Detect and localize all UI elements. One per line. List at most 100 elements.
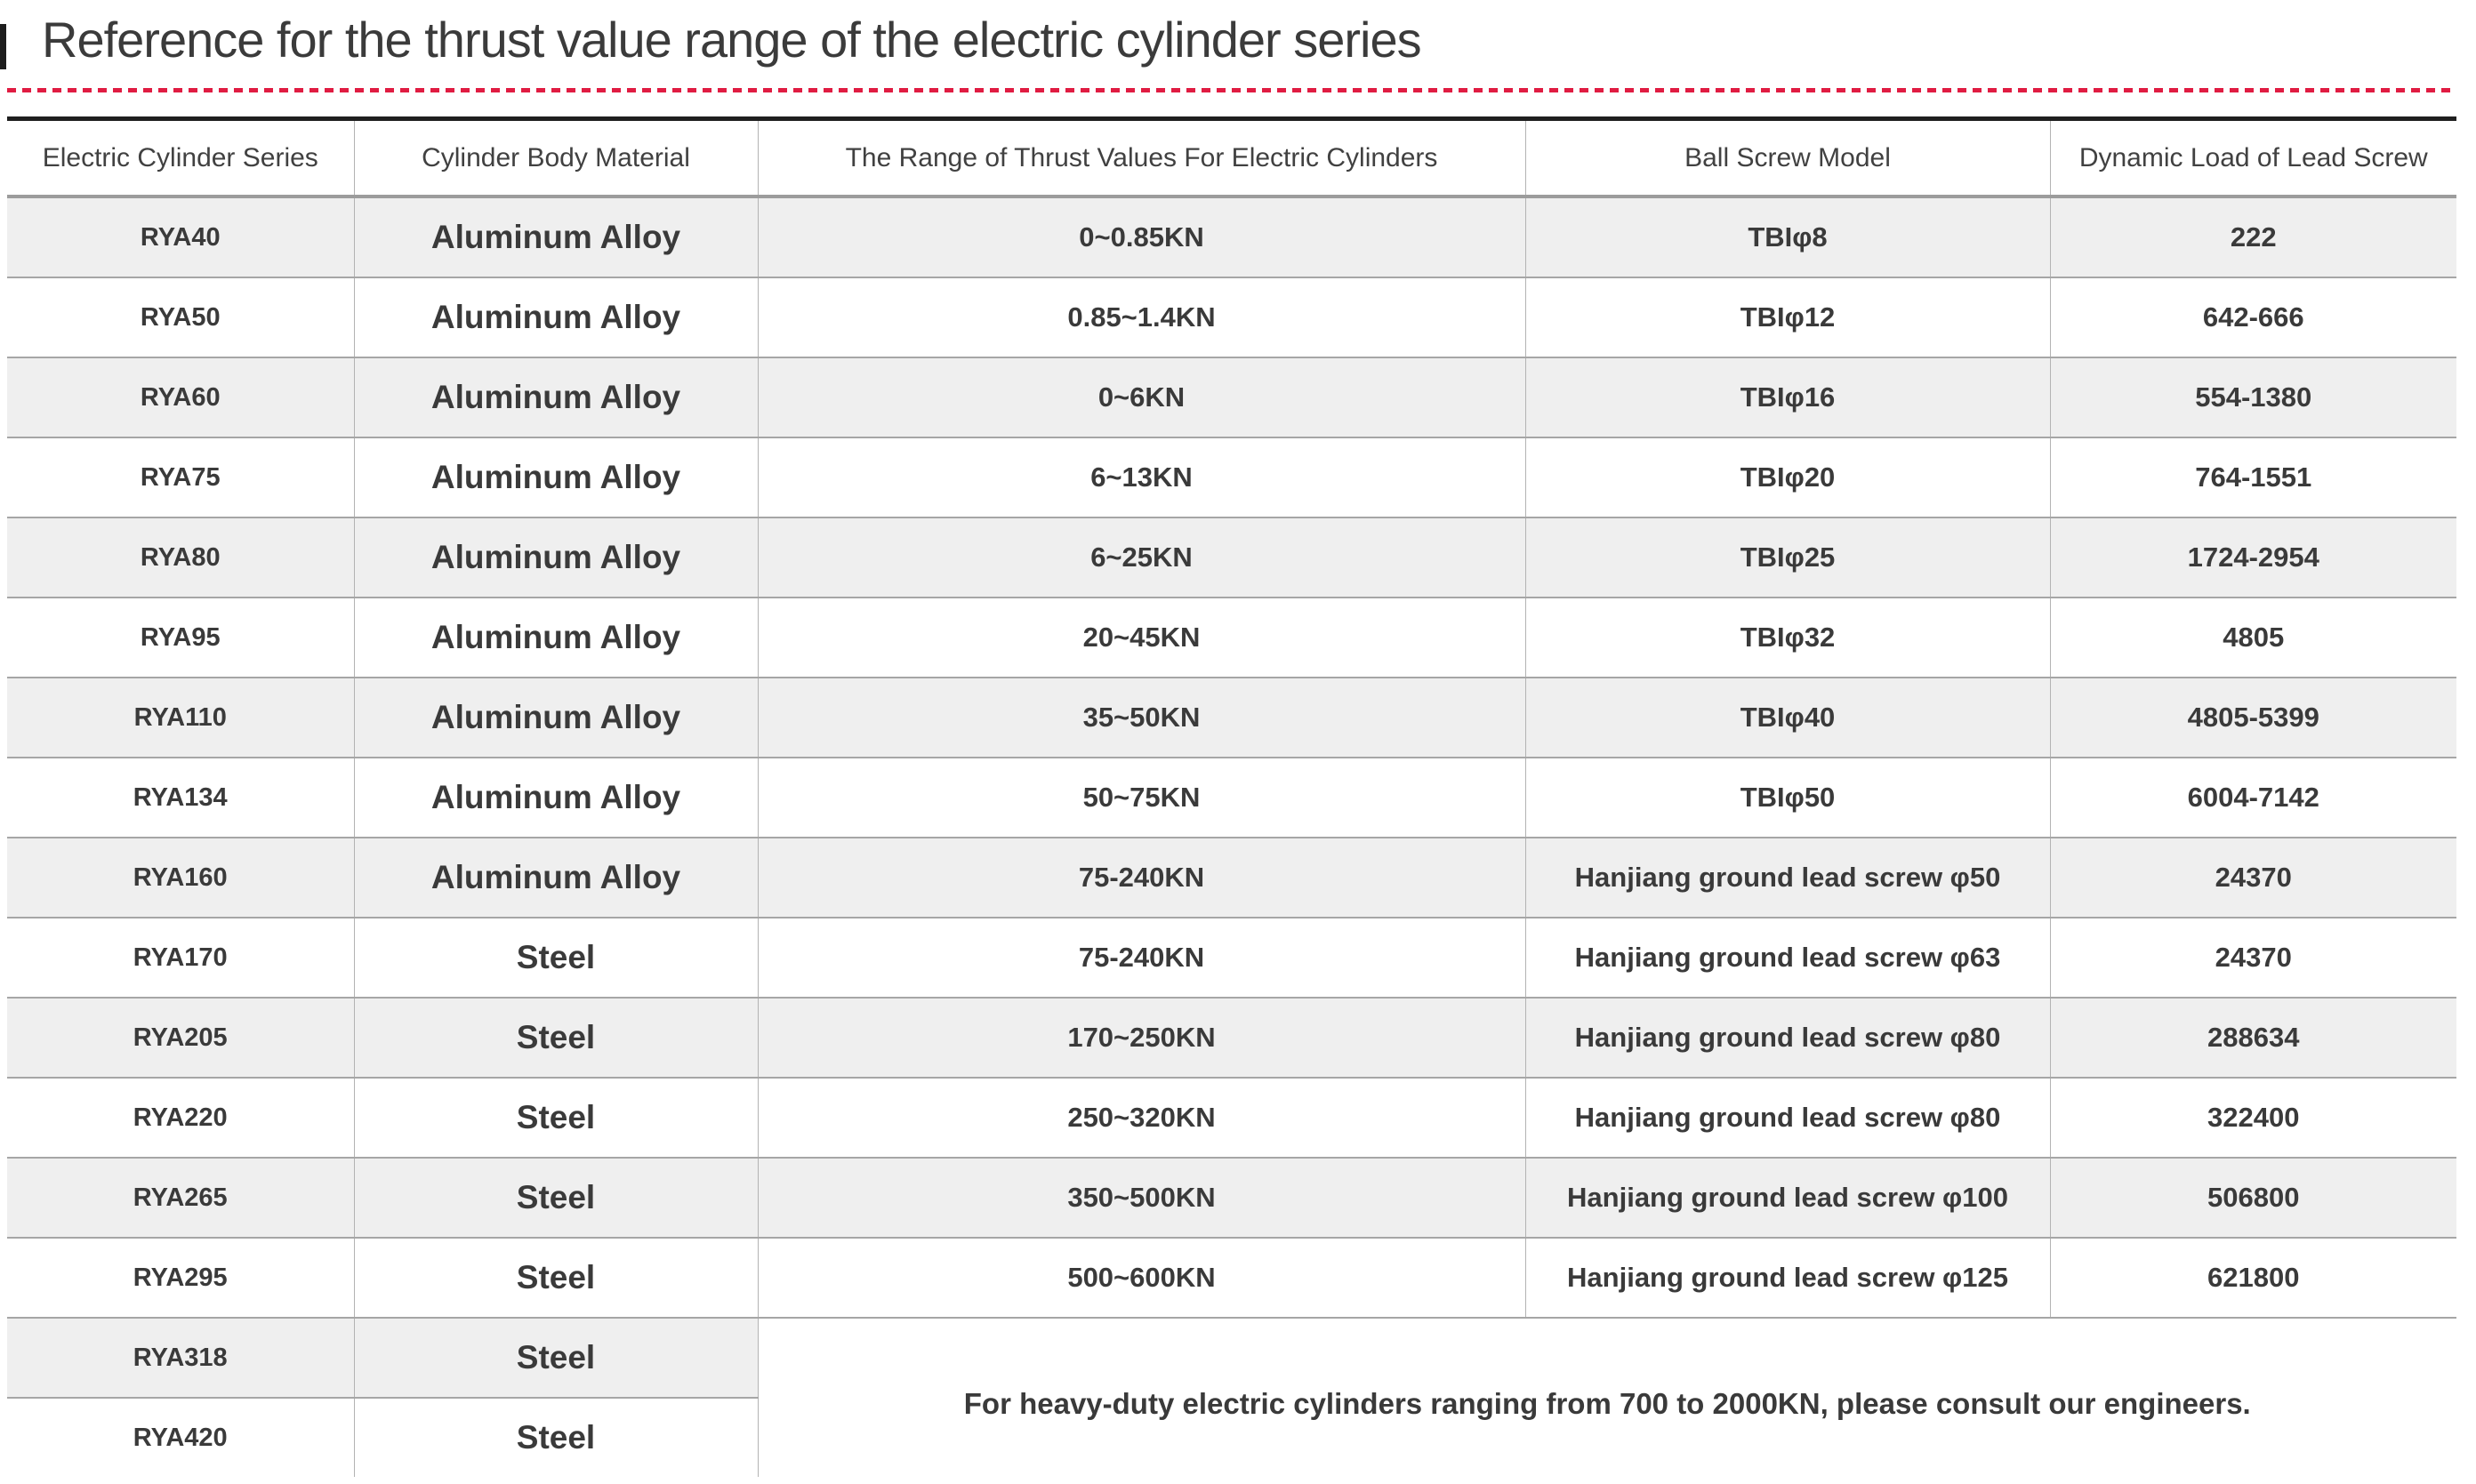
cell-material: Aluminum Alloy	[353, 838, 758, 918]
cell-thrust: 250~320KN	[757, 1078, 1525, 1159]
table-row: RYA205 Steel 170~250KN Hanjiang ground l…	[7, 998, 2456, 1079]
table-row: RYA110 Aluminum Alloy 35~50KN TBIφ40 480…	[7, 678, 2456, 758]
cell-material: Steel	[353, 1078, 758, 1159]
cell-material: Aluminum Alloy	[353, 758, 758, 838]
cell-screw: TBIφ16	[1524, 357, 2050, 438]
cell-material: Steel	[353, 1158, 758, 1239]
cell-thrust: 500~600KN	[757, 1238, 1525, 1319]
cell-series: RYA295	[7, 1238, 354, 1319]
cell-thrust: 6~13KN	[757, 437, 1525, 518]
cell-load: 506800	[2049, 1158, 2456, 1239]
cell-material: Steel	[353, 998, 758, 1079]
cell-load: 554-1380	[2049, 357, 2456, 438]
thrust-reference-table: Electric Cylinder Series Cylinder Body M…	[7, 116, 2456, 1477]
cell-screw: Hanjiang ground lead screw φ100	[1524, 1158, 2050, 1239]
cell-material: Steel	[353, 1398, 758, 1477]
cell-series: RYA110	[7, 678, 354, 758]
heavy-duty-note: For heavy-duty electric cylinders rangin…	[757, 1318, 2456, 1477]
cell-screw: TBIφ12	[1524, 277, 2050, 358]
col-header-material: Cylinder Body Material	[353, 118, 758, 198]
cell-load: 288634	[2049, 998, 2456, 1079]
cell-thrust: 20~45KN	[757, 598, 1525, 678]
cell-screw: TBIφ25	[1524, 517, 2050, 598]
table-row: RYA134 Aluminum Alloy 50~75KN TBIφ50 600…	[7, 758, 2456, 838]
cell-screw: Hanjiang ground lead screw φ125	[1524, 1238, 2050, 1319]
table-row: RYA40 Aluminum Alloy 0~0.85KN TBIφ8 222	[7, 197, 2456, 278]
cell-screw: TBIφ32	[1524, 598, 2050, 678]
cell-thrust: 35~50KN	[757, 678, 1525, 758]
col-header-thrust: The Range of Thrust Values For Electric …	[757, 118, 1525, 198]
cell-thrust: 170~250KN	[757, 998, 1525, 1079]
cell-thrust: 350~500KN	[757, 1158, 1525, 1239]
cell-material: Aluminum Alloy	[353, 357, 758, 438]
cell-thrust: 0~0.85KN	[757, 197, 1525, 278]
table-row: RYA75 Aluminum Alloy 6~13KN TBIφ20 764-1…	[7, 437, 2456, 518]
table-row: RYA170 Steel 75-240KN Hanjiang ground le…	[7, 918, 2456, 999]
red-dashed-divider	[7, 88, 2456, 92]
cell-series: RYA60	[7, 357, 354, 438]
table-row: RYA95 Aluminum Alloy 20~45KN TBIφ32 4805	[7, 598, 2456, 678]
cell-series: RYA420	[7, 1398, 354, 1477]
cell-material: Steel	[353, 1318, 758, 1399]
cell-screw: Hanjiang ground lead screw φ63	[1524, 918, 2050, 999]
cell-screw: TBIφ50	[1524, 758, 2050, 838]
cell-load: 322400	[2049, 1078, 2456, 1159]
cell-load: 222	[2049, 197, 2456, 278]
cell-series: RYA95	[7, 598, 354, 678]
col-header-screw: Ball Screw Model	[1524, 118, 2050, 198]
table-row: RYA318 Steel For heavy-duty electric cyl…	[7, 1318, 2456, 1477]
cell-screw: Hanjiang ground lead screw φ80	[1524, 1078, 2050, 1159]
cell-series: RYA318	[7, 1318, 354, 1399]
cell-material: Aluminum Alloy	[353, 437, 758, 518]
cell-material: Aluminum Alloy	[353, 678, 758, 758]
table-row: RYA60 Aluminum Alloy 0~6KN TBIφ16 554-13…	[7, 357, 2456, 438]
cell-screw: TBIφ20	[1524, 437, 2050, 518]
cell-material: Aluminum Alloy	[353, 517, 758, 598]
cell-series: RYA50	[7, 277, 354, 358]
cell-load: 1724-2954	[2049, 517, 2456, 598]
table-row: RYA220 Steel 250~320KN Hanjiang ground l…	[7, 1078, 2456, 1159]
cell-material: Steel	[353, 1238, 758, 1319]
col-header-load: Dynamic Load of Lead Screw	[2049, 118, 2456, 198]
table-row: RYA295 Steel 500~600KN Hanjiang ground l…	[7, 1238, 2456, 1319]
cell-load: 4805	[2049, 598, 2456, 678]
cell-thrust: 75-240KN	[757, 838, 1525, 918]
table-row: RYA265 Steel 350~500KN Hanjiang ground l…	[7, 1158, 2456, 1239]
cell-thrust: 0.85~1.4KN	[757, 277, 1525, 358]
page-title: Reference for the thrust value range of …	[42, 12, 1422, 68]
cell-series: RYA75	[7, 437, 354, 518]
cell-series: RYA80	[7, 517, 354, 598]
cell-screw: Hanjiang ground lead screw φ80	[1524, 998, 2050, 1079]
cell-thrust: 6~25KN	[757, 517, 1525, 598]
cell-material: Steel	[353, 918, 758, 999]
cell-load: 764-1551	[2049, 437, 2456, 518]
cell-series: RYA160	[7, 838, 354, 918]
cell-material: Aluminum Alloy	[353, 598, 758, 678]
cell-series: RYA265	[7, 1158, 354, 1239]
cell-thrust: 0~6KN	[757, 357, 1525, 438]
cell-material: Aluminum Alloy	[353, 197, 758, 278]
cell-series: RYA220	[7, 1078, 354, 1159]
left-edge-mark	[0, 24, 6, 69]
cell-series: RYA40	[7, 197, 354, 278]
cell-screw: TBIφ40	[1524, 678, 2050, 758]
cell-series: RYA170	[7, 918, 354, 999]
table-row: RYA420 Steel	[7, 1398, 2456, 1477]
header-row: Electric Cylinder Series Cylinder Body M…	[7, 118, 2456, 198]
cell-screw: Hanjiang ground lead screw φ50	[1524, 838, 2050, 918]
cell-thrust: 75-240KN	[757, 918, 1525, 999]
cell-load: 24370	[2049, 838, 2456, 918]
cell-load: 4805-5399	[2049, 678, 2456, 758]
cell-material: Aluminum Alloy	[353, 277, 758, 358]
cell-load: 6004-7142	[2049, 758, 2456, 838]
table-row: RYA80 Aluminum Alloy 6~25KN TBIφ25 1724-…	[7, 517, 2456, 598]
cell-series: RYA134	[7, 758, 354, 838]
cell-screw: TBIφ8	[1524, 197, 2050, 278]
cell-load: 642-666	[2049, 277, 2456, 358]
cell-load: 24370	[2049, 918, 2456, 999]
table-row: RYA160 Aluminum Alloy 75-240KN Hanjiang …	[7, 838, 2456, 918]
cell-load: 621800	[2049, 1238, 2456, 1319]
col-header-series: Electric Cylinder Series	[7, 118, 354, 198]
cell-series: RYA205	[7, 998, 354, 1079]
